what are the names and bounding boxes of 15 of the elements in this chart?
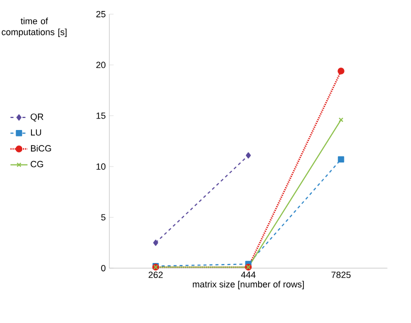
legend-label: QR: [30, 114, 44, 122]
legend-label: LU: [31, 129, 42, 136]
y-tick-label: 5: [101, 214, 106, 220]
x-axis-title: matrix size [number of rows]: [192, 280, 304, 290]
y-tick-label: 25: [96, 10, 106, 18]
y-axis-title: time of computations [s]: [2, 18, 67, 37]
x-tick-label: 7825: [331, 272, 351, 278]
y-tick-label: 0: [101, 264, 106, 272]
legend-label: CG: [30, 160, 44, 168]
legend-label: BiCG: [31, 144, 52, 152]
x-tick-label: 262: [148, 272, 163, 278]
y-tick-label: 15: [96, 112, 106, 119]
y-tick-label: 10: [96, 163, 106, 170]
y-tick-label: 20: [96, 62, 106, 68]
x-tick-label: 444: [241, 272, 256, 278]
